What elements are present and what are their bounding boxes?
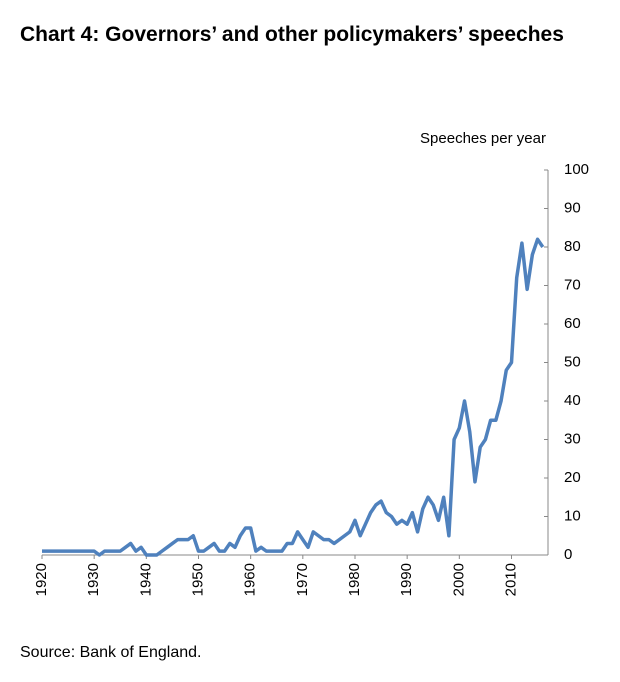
x-tick-label: 1930: [85, 563, 102, 596]
data-line: [42, 237, 545, 557]
x-tick-label: 1920: [33, 563, 50, 596]
y-tick-label: 20: [564, 469, 581, 486]
x-tick-label: 1980: [346, 563, 363, 596]
y-tick-label: 90: [564, 199, 581, 216]
x-tick-label: 1940: [137, 563, 154, 596]
y-tick-label: 100: [564, 161, 589, 178]
x-tick-label: 1960: [242, 563, 259, 596]
y-axis-label: Speeches per year: [420, 130, 546, 147]
y-tick-label: 80: [564, 238, 581, 255]
x-tick-label: 1970: [294, 563, 311, 596]
x-tick-label: 1950: [189, 563, 206, 596]
x-tick-label: 2000: [450, 563, 467, 596]
y-tick-label: 40: [564, 392, 581, 409]
source-note: Source: Bank of England.: [20, 644, 202, 661]
x-tick-label: 2010: [502, 563, 519, 596]
y-tick-label: 0: [564, 546, 572, 563]
y-tick-label: 30: [564, 430, 581, 447]
y-tick-label: 60: [564, 315, 581, 332]
y-tick-label: 10: [564, 507, 581, 524]
chart-title: Chart 4: Governors’ and other policymake…: [20, 23, 564, 46]
y-tick-label: 50: [564, 353, 581, 370]
x-tick-label: 1990: [398, 563, 415, 596]
y-tick-label: 70: [564, 276, 581, 293]
